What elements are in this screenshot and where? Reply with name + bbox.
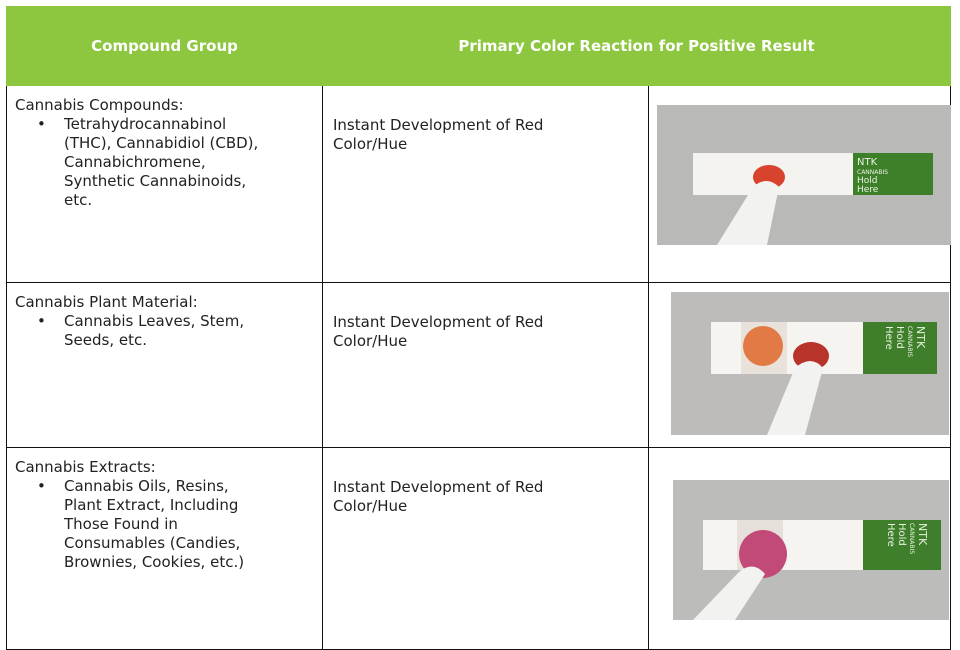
reaction: Instant Development of Red Color/Hue <box>333 313 544 350</box>
strip-brand: NTK <box>916 523 929 546</box>
item: Tetrahydrocannabinol (THC), Cannabidiol … <box>15 115 269 210</box>
group-cell: Cannabis Plant Material: Cannabis Leaves… <box>6 282 323 448</box>
strip-photo: NTK CANNABIS Hold Here <box>671 292 949 435</box>
row: Cannabis Plant Material: Cannabis Leaves… <box>6 282 952 448</box>
strip-hold: Hold <box>894 326 905 349</box>
strip-brand: NTK <box>914 326 927 349</box>
reaction: Instant Development of Red Color/Hue <box>333 478 544 515</box>
reaction-cell: Instant Development of Red Color/Hue <box>322 85 649 283</box>
row: Cannabis Compounds: Tetrahydrocannabinol… <box>6 85 952 283</box>
item-list: Cannabis Oils, Resins, Plant Extract, In… <box>15 477 314 572</box>
strip-brand: NTK <box>857 157 878 168</box>
group-cell: Cannabis Compounds: Tetrahydrocannabinol… <box>6 85 323 283</box>
image-cell: NTK CANNABIS Hold Here <box>647 282 952 448</box>
strip-photo: NTK CANNABIS Hold Here <box>673 480 949 620</box>
image-cell: NTK CANNABIS Hold Here <box>647 85 952 283</box>
reaction: Instant Development of Red Color/Hue <box>333 116 544 153</box>
reaction-cell: Instant Development of Red Color/Hue <box>322 447 649 650</box>
row: Cannabis Extracts: Cannabis Oils, Resins… <box>6 447 952 650</box>
results-table: Compound Group Primary Color Reaction fo… <box>6 6 952 650</box>
strip-hold: Hold <box>857 176 878 186</box>
strip-here: Here <box>885 523 896 547</box>
strip-photo: NTK CANNABIS Hold Here <box>657 105 951 245</box>
header-cell: Primary Color Reaction for Positive Resu… <box>321 6 952 86</box>
header-cell: Compound Group <box>6 6 323 86</box>
strip-product: CANNABIS <box>908 523 915 554</box>
group-title: Cannabis Compounds: <box>15 96 184 114</box>
item-list: Tetrahydrocannabinol (THC), Cannabidiol … <box>15 115 314 210</box>
strip-product: CANNABIS <box>906 326 913 357</box>
reaction-cell: Instant Development of Red Color/Hue <box>322 282 649 448</box>
image-cell: NTK CANNABIS Hold Here <box>647 447 952 650</box>
item: Cannabis Oils, Resins, Plant Extract, In… <box>15 477 269 572</box>
strip-hold: Hold <box>896 523 907 546</box>
item-list: Cannabis Leaves, Stem, Seeds, etc. <box>15 312 314 350</box>
group-cell: Cannabis Extracts: Cannabis Oils, Resins… <box>6 447 323 650</box>
item: Cannabis Leaves, Stem, Seeds, etc. <box>15 312 269 350</box>
strip-here: Here <box>883 326 894 350</box>
group-title: Cannabis Extracts: <box>15 458 156 476</box>
strip-here: Here <box>857 185 879 195</box>
header-row: Compound Group Primary Color Reaction fo… <box>6 6 952 86</box>
strip-product: CANNABIS <box>857 169 888 176</box>
group-title: Cannabis Plant Material: <box>15 293 198 311</box>
